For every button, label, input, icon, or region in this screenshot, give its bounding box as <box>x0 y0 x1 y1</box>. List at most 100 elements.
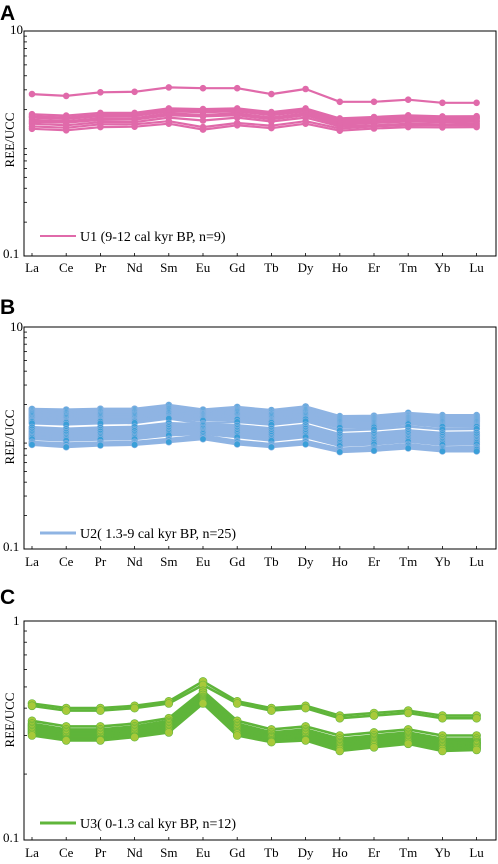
panel-c-series-2-point <box>403 708 413 718</box>
panel-c-xtick-label-ho: Ho <box>332 845 348 860</box>
panel-a-series-1-point <box>97 89 104 96</box>
panel-c-series-12-line <box>31 702 477 753</box>
panel-a-xtick-label-dy: Dy <box>298 260 314 275</box>
panel-b-series-25-point <box>438 447 446 455</box>
panel-b-legend: U2( 1.3-9 cal kyr BP, n=25) <box>40 527 236 542</box>
panel-c-series-12-point <box>369 742 379 752</box>
panel-c-series-12-point <box>232 731 242 740</box>
panel-a-series-1-point <box>404 96 412 103</box>
panel-a: A 10 0.1 REE/UCC La Ce Pr Nd Sm Eu Gd Tb Dy Ho Er T… <box>0 2 497 275</box>
panel-a-series-5-line <box>31 112 477 125</box>
panel-b-letter: B <box>0 296 15 319</box>
panel-c-xtick-label-tb: Tb <box>264 845 278 860</box>
panel-b-xtick-label-dy: Dy <box>298 554 314 569</box>
panel-c-ytick-bottom: 0.1 <box>3 830 19 845</box>
panel-b-frame <box>23 326 497 550</box>
panel-c-series-5-line <box>31 693 477 742</box>
panel-b-series-25-point <box>473 447 481 455</box>
panel-b-xtick-label-ho: Ho <box>332 554 348 569</box>
panel-a-xtick-label-er: Er <box>368 260 381 275</box>
panel-c-xtick-label-ce: Ce <box>59 845 74 860</box>
panel-b-series-25-point <box>96 441 104 449</box>
panel-a-xtick-label-lu: Lu <box>469 260 484 275</box>
panel-c-series-2-point <box>164 699 174 708</box>
panel-c-series-2-line <box>31 683 477 720</box>
panel-a-series-4-line <box>31 110 477 123</box>
panel-c-series-2-point <box>472 713 481 723</box>
panel-a-legend: U1 (9-12 cal kyr BP, n=9) <box>40 230 226 245</box>
panel-c-xtick-label-eu: Eu <box>196 845 211 860</box>
panel-a-series-9-point <box>473 123 480 131</box>
panel-a-series-1-point <box>370 98 378 106</box>
panel-c-series-2-point <box>369 711 379 720</box>
panel-a-xtick-label-pr: Pr <box>95 260 107 275</box>
panel-c-series-8-line <box>31 697 477 747</box>
panel-c-letter: C <box>0 586 15 609</box>
panel-c-xtick-label-dy: Dy <box>298 845 314 860</box>
panel-a-series-9-point <box>336 127 344 134</box>
panel-a-frame <box>23 30 497 257</box>
panel-c-series-12-point <box>130 732 139 742</box>
panel-c-xtick-label-er: Er <box>368 845 381 860</box>
panel-c-xtick-label-gd: Gd <box>229 845 245 860</box>
panel-b-series-19-line <box>31 429 477 444</box>
panel-a-series-1-point <box>28 90 36 98</box>
panel-b-legend-text: U2( 1.3-9 cal kyr BP, n=25) <box>80 527 236 542</box>
panel-c-series-12-point <box>438 746 447 756</box>
panel-b-series-21-line <box>31 432 477 448</box>
panel-a-series-9-point <box>199 126 207 133</box>
panel-b-xtick-label-gd: Gd <box>229 554 245 569</box>
panel-a-series-1-point <box>233 84 241 92</box>
panel-b-series-25-point <box>165 438 173 446</box>
panel-a-ytick-bottom: 0.1 <box>3 246 19 261</box>
panel-a-series-1-point <box>131 88 138 96</box>
panel-a-ylabel: REE/UCC <box>2 113 17 168</box>
panel-b-ytick-top: 10 <box>10 319 23 334</box>
panel-c-series-2-point <box>267 706 276 715</box>
panel-a-ytick-top: 10 <box>10 22 23 37</box>
panel-b-series-25-point <box>199 435 207 443</box>
panel-b-xtick-label-tb: Tb <box>264 554 278 569</box>
panel-c-xtick-label-nd: Nd <box>127 845 143 860</box>
panel-c-series-12-point <box>27 731 37 740</box>
panel-a-series-7-line <box>31 116 477 128</box>
panel-a-series-9-point <box>97 123 104 131</box>
panel-b-series-25-point <box>370 447 378 455</box>
panel-c-series-2-point <box>335 713 345 723</box>
panel-a-xticks: La Ce Pr Nd Sm Eu Gd Tb Dy Ho Er Tm Yb Lu <box>24 35 484 275</box>
panel-b-xtick-label-lu: Lu <box>469 554 484 569</box>
panel-a-series-1-point <box>268 90 275 98</box>
panel-a-xtick-label-tb: Tb <box>264 260 278 275</box>
panel-b-xticks: La Ce Pr Nd Sm Eu Gd Tb Dy Ho Er Tm Yb Lu <box>24 331 484 569</box>
panel-c-legend: U3( 0-1.3 cal kyr BP, n=12) <box>40 817 236 832</box>
panel-b-series-15-line <box>31 424 477 438</box>
panel-a-xtick-label-ce: Ce <box>59 260 74 275</box>
panel-a-series-7-point <box>199 117 207 124</box>
panel-a-xtick-label-eu: Eu <box>196 260 211 275</box>
panel-a-plot <box>28 84 480 134</box>
panel-b-series-25-point <box>302 440 310 448</box>
panel-b: B 10 0.1 REE/UCC La Ce Pr Nd Sm Eu Gd Tb Dy Ho Er T… <box>0 296 497 569</box>
panel-b-plot <box>28 401 481 456</box>
panel-a-series-9-point <box>370 125 378 132</box>
panel-a-series-7-point <box>233 114 241 121</box>
panel-c-xtick-label-yb: Yb <box>434 845 450 860</box>
panel-c-series-2-point <box>27 701 37 711</box>
panel-a-series-9-point <box>62 127 70 134</box>
panel-b-series-25-point <box>233 440 241 448</box>
panel-b-xtick-label-la: La <box>25 554 39 569</box>
panel-a-series-9-point <box>439 124 446 131</box>
panel-c-series-1-line <box>31 680 477 717</box>
panel-a-series-9-point <box>233 122 241 129</box>
panel-c-legend-text: U3( 0-1.3 cal kyr BP, n=12) <box>80 817 236 832</box>
panel-c-xtick-label-lu: Lu <box>469 845 484 860</box>
panel-b-series-25-point <box>62 443 70 451</box>
panel-a-series-9-point <box>131 123 138 130</box>
panel-c-series-2-point <box>61 706 71 715</box>
panel-b-series-25-point <box>267 443 275 451</box>
panel-a-xtick-label-gd: Gd <box>229 260 245 275</box>
panel-a-letter: A <box>0 2 15 25</box>
panel-b-xtick-label-tm: Tm <box>399 554 417 569</box>
panel-a-series-8-line <box>31 120 477 130</box>
